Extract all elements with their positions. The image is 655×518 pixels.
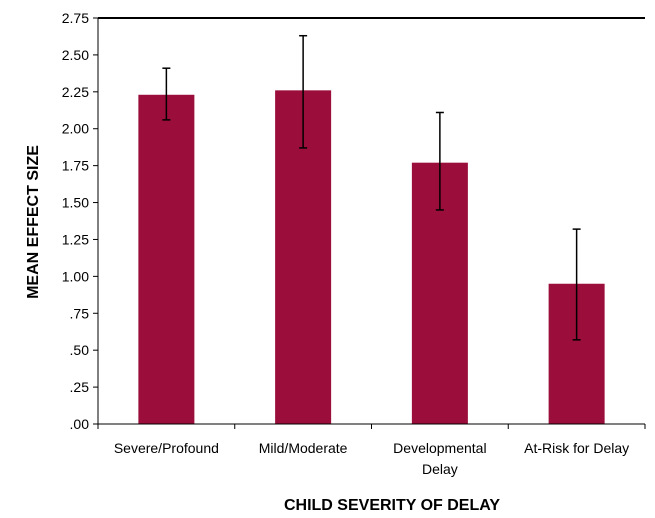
x-tick-label: Severe/Profound xyxy=(114,440,219,456)
x-tick-label: Developmental Delay xyxy=(393,440,486,477)
y-tick-label: 1.25 xyxy=(62,231,89,247)
x-tick-label: At-Risk for Delay xyxy=(524,440,629,456)
y-tick-label: 1.50 xyxy=(62,195,89,211)
y-tick-label: .25 xyxy=(70,379,90,395)
bars-group xyxy=(138,90,605,425)
y-tick-label: 2.75 xyxy=(62,10,89,26)
x-axis-title: CHILD SEVERITY OF DELAY xyxy=(284,497,500,514)
x-tick-labels: Severe/Profound Mild/Moderate Developmenta… xyxy=(114,440,629,477)
y-tick-label: 2.00 xyxy=(62,121,89,137)
bar-1 xyxy=(138,94,195,425)
y-tick-label: .75 xyxy=(70,305,90,321)
y-tick-label: .50 xyxy=(70,342,90,358)
y-tick-label: .00 xyxy=(70,416,90,432)
y-tick-label: 1.75 xyxy=(62,158,89,174)
y-tick-label: 2.50 xyxy=(62,47,89,63)
y-tick-label: 2.25 xyxy=(62,84,89,100)
error-bars-group xyxy=(162,34,581,341)
axes-group xyxy=(93,17,646,429)
x-tick-label: Mild/Moderate xyxy=(259,440,348,456)
y-axis-title: MEAN EFFECT SIZE xyxy=(25,145,42,299)
y-tick-labels: .00 .25 .50 .75 1.00 1.25 1.50 1.75 2.00 2.25 2.50… xyxy=(62,10,89,432)
y-tick-label: 1.00 xyxy=(62,268,89,284)
